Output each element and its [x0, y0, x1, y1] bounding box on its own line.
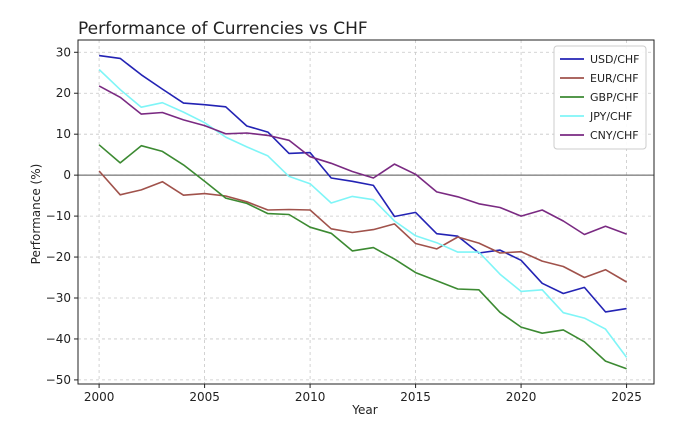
x-tick-label: 2010	[295, 390, 326, 404]
series-line-eur-chf	[98, 170, 628, 283]
x-tick-label: 2000	[84, 390, 115, 404]
y-tick-label: −30	[46, 291, 71, 305]
y-tick-label: −10	[46, 209, 71, 223]
y-tick-label: 0	[63, 168, 71, 182]
x-tick-label: 2015	[400, 390, 431, 404]
legend-label: USD/CHF	[590, 53, 640, 66]
series-line-jpy-chf	[98, 68, 628, 358]
plot-area: 2000 2005 2010 2015 2020 2025−50−40−30−20−100…	[46, 39, 655, 404]
x-tick-label: 2025	[611, 390, 642, 404]
y-axis-label: Performance (%)	[29, 164, 43, 265]
legend-label: GBP/CHF	[590, 91, 639, 104]
x-tick-label: 2020	[506, 390, 537, 404]
legend	[553, 45, 647, 150]
series-line-cny-chf	[98, 85, 627, 236]
plot-frame	[77, 39, 655, 385]
y-tick-label: −20	[46, 250, 71, 264]
legend-label: JPY/CHF	[589, 110, 632, 123]
y-tick-label: 30	[56, 45, 71, 59]
y-tick-label: −50	[46, 373, 71, 387]
series-line-usd-chf	[98, 54, 627, 313]
y-tick-label: 20	[56, 86, 71, 100]
chart-title: Performance of Currencies vs CHF	[78, 19, 368, 39]
series-line-gbp-chf	[98, 144, 627, 370]
y-tick-label: 10	[56, 127, 71, 141]
legend-label: CNY/CHF	[590, 129, 639, 142]
y-tick-label: −40	[46, 332, 71, 346]
x-tick-label: 2005	[189, 390, 220, 404]
legend-label: EUR/CHF	[590, 72, 639, 85]
x-axis-label: Year	[351, 403, 377, 417]
